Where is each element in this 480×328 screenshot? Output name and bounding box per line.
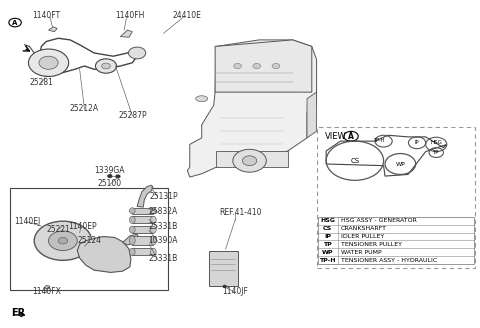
Text: 24410E: 24410E: [173, 11, 202, 20]
Bar: [132, 216, 154, 223]
Circle shape: [242, 156, 257, 166]
Polygon shape: [44, 285, 50, 289]
Text: WP: WP: [322, 250, 333, 255]
Polygon shape: [77, 236, 131, 273]
Text: IDLER PULLEY: IDLER PULLEY: [340, 234, 384, 239]
Text: HSG: HSG: [320, 218, 335, 223]
Text: WATER PUMP: WATER PUMP: [340, 250, 381, 255]
Circle shape: [233, 149, 266, 172]
Polygon shape: [216, 151, 288, 167]
Text: TP: TP: [323, 242, 332, 247]
Circle shape: [234, 63, 241, 69]
Text: 25832A: 25832A: [149, 207, 178, 216]
Circle shape: [108, 175, 112, 177]
Text: 25100: 25100: [98, 179, 122, 188]
Polygon shape: [215, 40, 312, 92]
Text: TENSIONER ASSY - HYDRAULIC: TENSIONER ASSY - HYDRAULIC: [340, 257, 437, 262]
Text: FR: FR: [11, 308, 25, 318]
Text: VIEW: VIEW: [325, 132, 347, 141]
Ellipse shape: [151, 248, 156, 256]
Polygon shape: [187, 40, 317, 177]
Bar: [318, 217, 474, 264]
Circle shape: [129, 47, 146, 59]
Text: REF.41-410: REF.41-410: [219, 209, 261, 217]
Text: 25221: 25221: [46, 225, 70, 234]
Text: 1339GA: 1339GA: [95, 166, 125, 175]
Bar: [132, 248, 154, 256]
Text: CRANKSHARFT: CRANKSHARFT: [340, 226, 386, 231]
Ellipse shape: [151, 226, 156, 233]
Circle shape: [48, 231, 77, 251]
Text: TP-H: TP-H: [319, 257, 336, 262]
Bar: [10, 189, 168, 290]
Text: HSG: HSG: [430, 140, 442, 145]
Text: 25212A: 25212A: [70, 104, 99, 113]
Text: 25124: 25124: [77, 236, 101, 245]
Bar: [209, 251, 238, 286]
Text: A: A: [12, 20, 18, 26]
Ellipse shape: [151, 216, 156, 223]
Polygon shape: [123, 234, 140, 245]
Ellipse shape: [130, 248, 135, 256]
Polygon shape: [307, 92, 317, 138]
Circle shape: [116, 175, 120, 178]
Text: 25331B: 25331B: [149, 221, 178, 231]
Circle shape: [39, 56, 58, 69]
Bar: [132, 208, 154, 214]
Text: IP: IP: [324, 234, 331, 239]
Text: 25331B: 25331B: [149, 254, 178, 263]
Circle shape: [58, 237, 68, 244]
Bar: [132, 236, 154, 245]
Circle shape: [102, 63, 110, 69]
Polygon shape: [120, 30, 132, 37]
Bar: [132, 226, 154, 233]
Ellipse shape: [130, 236, 135, 245]
Text: A: A: [348, 132, 354, 141]
Circle shape: [96, 59, 117, 73]
Text: 1140FT: 1140FT: [32, 11, 60, 20]
Polygon shape: [137, 185, 153, 207]
Text: 10390A: 10390A: [149, 236, 178, 245]
Ellipse shape: [130, 226, 135, 233]
Text: 1140EJ: 1140EJ: [14, 217, 40, 226]
Circle shape: [272, 63, 280, 69]
Text: 1140FX: 1140FX: [32, 287, 60, 296]
Text: TENSIONER PULLEY: TENSIONER PULLEY: [340, 242, 401, 247]
Text: 25131P: 25131P: [149, 192, 178, 201]
Ellipse shape: [196, 96, 208, 102]
Text: 1140EP: 1140EP: [68, 221, 96, 231]
Text: IP: IP: [415, 140, 420, 145]
Ellipse shape: [130, 216, 135, 223]
Polygon shape: [48, 27, 57, 32]
Text: 25287P: 25287P: [118, 111, 146, 119]
Text: CS: CS: [323, 226, 332, 231]
Ellipse shape: [151, 236, 156, 245]
Text: 1140FH: 1140FH: [115, 11, 144, 20]
Ellipse shape: [151, 208, 156, 214]
Ellipse shape: [130, 208, 135, 214]
Circle shape: [253, 63, 261, 69]
Text: 1140JF: 1140JF: [222, 287, 248, 296]
Circle shape: [34, 221, 92, 260]
Text: CS: CS: [350, 158, 360, 164]
Text: TP: TP: [433, 150, 439, 155]
Text: TP-H: TP-H: [373, 138, 384, 143]
Circle shape: [223, 285, 226, 287]
Text: WP: WP: [396, 161, 405, 167]
Circle shape: [28, 49, 69, 76]
Text: 25281: 25281: [29, 78, 53, 87]
Text: HSG ASSY - GENERATOR: HSG ASSY - GENERATOR: [340, 218, 416, 223]
